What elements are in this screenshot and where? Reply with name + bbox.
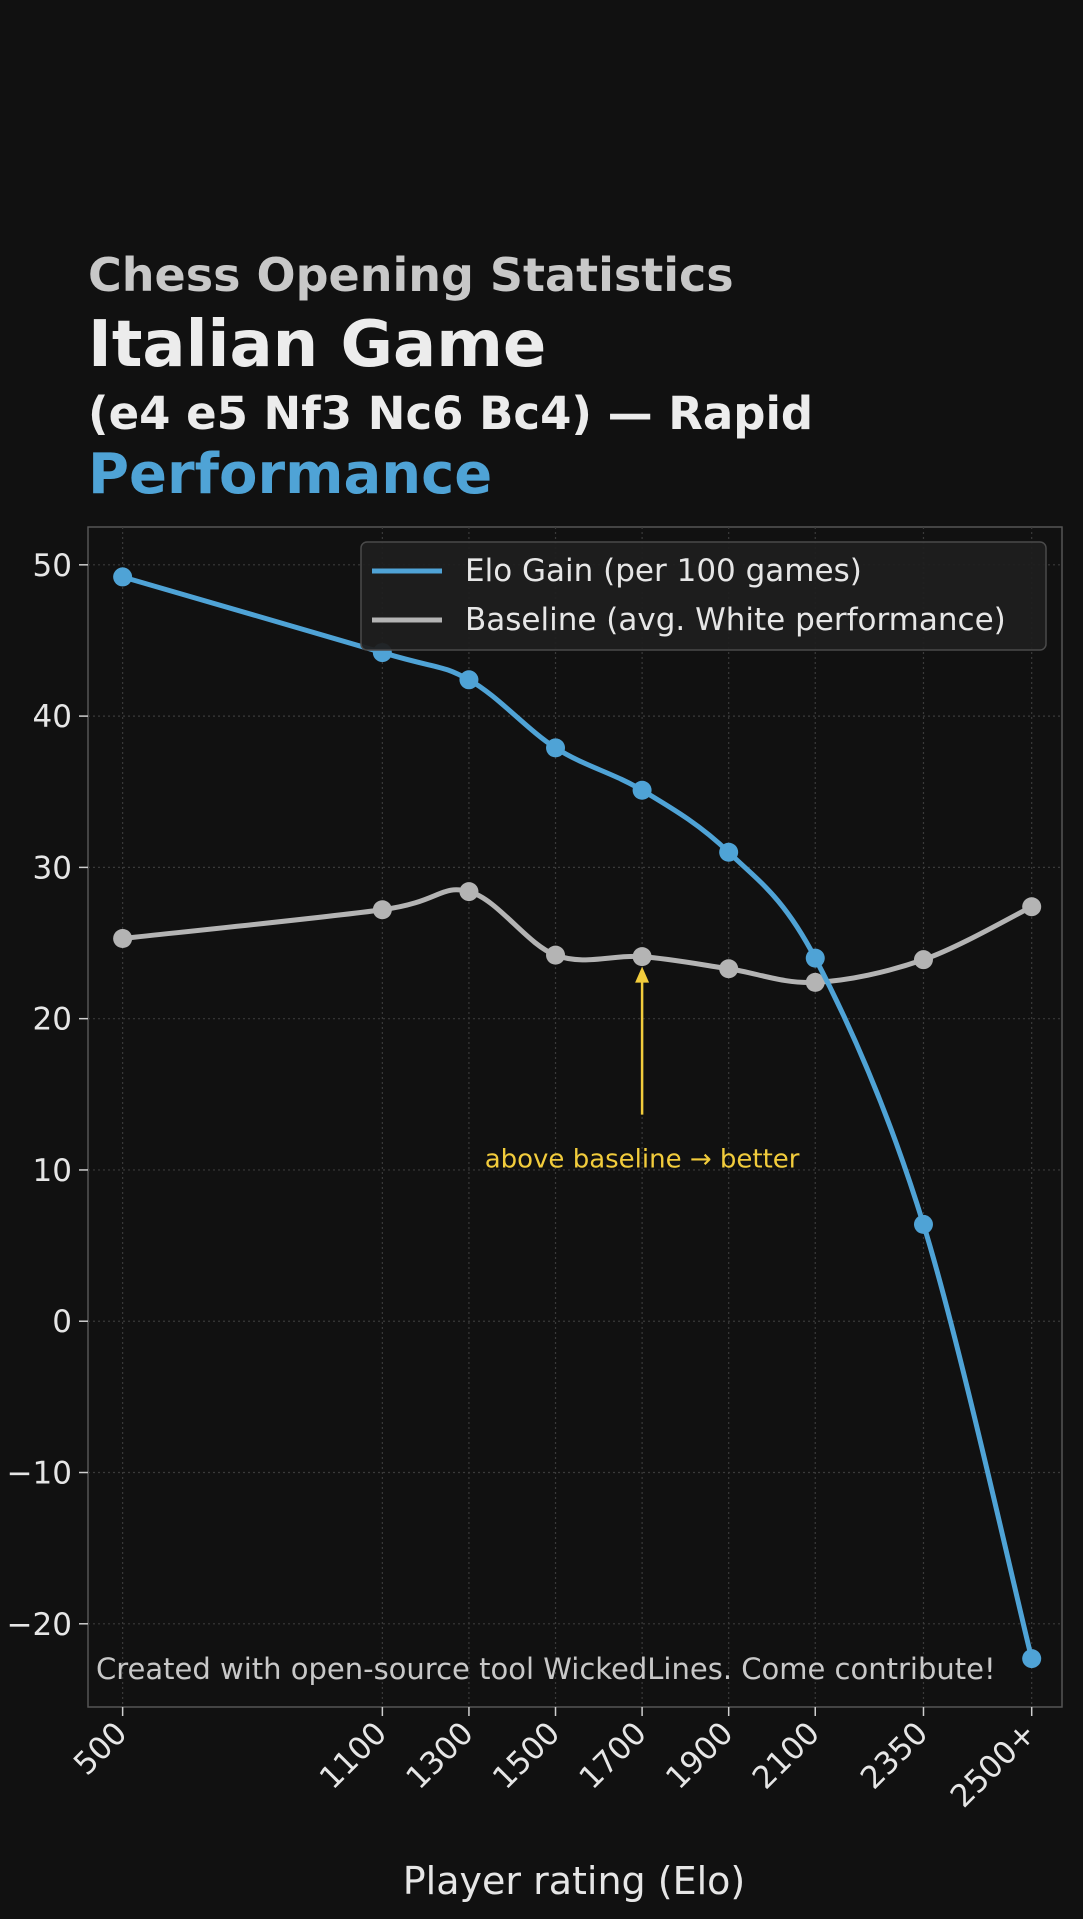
data-point-baseline: [113, 928, 133, 948]
data-point-elo-gain: [113, 567, 133, 587]
y-tick-label: 50: [33, 548, 72, 584]
legend-box: [360, 541, 1047, 651]
legend: Elo Gain (per 100 games) Baseline (avg. …: [360, 541, 1047, 651]
data-point-elo-gain: [1022, 1649, 1042, 1669]
y-tick-label: 20: [33, 1002, 72, 1038]
data-point-baseline: [805, 972, 825, 992]
y-tick-label: −10: [7, 1456, 72, 1492]
data-point-baseline: [913, 950, 933, 970]
data-point-baseline: [632, 947, 652, 967]
series-lines: [113, 567, 1042, 1669]
data-point-baseline: [1022, 897, 1042, 917]
plot-frame: [87, 526, 1063, 1708]
x-tick-label: 2500+: [944, 1715, 1044, 1815]
chart-supertitle: Chess Opening Statistics: [88, 248, 734, 302]
legend-label-elo-gain: Elo Gain (per 100 games): [465, 553, 862, 589]
data-point-elo-gain: [913, 1214, 933, 1234]
y-tick-label: 30: [33, 850, 72, 886]
data-point-elo-gain: [805, 948, 825, 968]
series-baseline: [113, 882, 1042, 992]
chart-subtitle: (e4 e5 Nf3 Nc6 Bc4) — Rapid: [88, 387, 814, 440]
x-tick-label: 1300: [399, 1715, 480, 1796]
data-point-elo-gain: [546, 738, 566, 758]
x-tick-label: 1100: [313, 1715, 394, 1796]
data-point-baseline: [459, 882, 479, 902]
footer-note: Created with open-source tool WickedLine…: [96, 1652, 996, 1686]
x-tick-label: 2350: [854, 1715, 935, 1796]
annotation-text: above baseline → better: [485, 1145, 800, 1175]
x-tick-label: 1700: [573, 1715, 654, 1796]
chart-highlight-title: Performance: [88, 442, 493, 507]
data-point-elo-gain: [459, 670, 479, 690]
y-tick-label: 10: [33, 1153, 72, 1189]
y-tick-label: −20: [7, 1607, 72, 1643]
annotation: above baseline → better: [485, 966, 800, 1175]
series-line-elo-gain: [120, 574, 1035, 1662]
data-point-elo-gain: [632, 780, 652, 800]
data-point-baseline: [372, 900, 392, 920]
annotation-arrowhead: [635, 966, 650, 983]
y-tick-label: 0: [52, 1304, 72, 1340]
data-point-elo-gain: [719, 842, 739, 862]
x-tick-label: 2100: [746, 1715, 827, 1796]
x-axis-label: Player rating (Elo): [403, 1859, 745, 1903]
y-tick-label: 40: [33, 699, 72, 735]
legend-label-baseline: Baseline (avg. White performance): [465, 602, 1006, 638]
data-point-baseline: [719, 959, 739, 979]
data-point-baseline: [546, 945, 566, 965]
x-tick-label: 500: [67, 1715, 134, 1782]
x-tick-label: 1900: [659, 1715, 740, 1796]
x-tick-label: 1500: [486, 1715, 567, 1796]
chart-title: Italian Game: [88, 308, 547, 382]
